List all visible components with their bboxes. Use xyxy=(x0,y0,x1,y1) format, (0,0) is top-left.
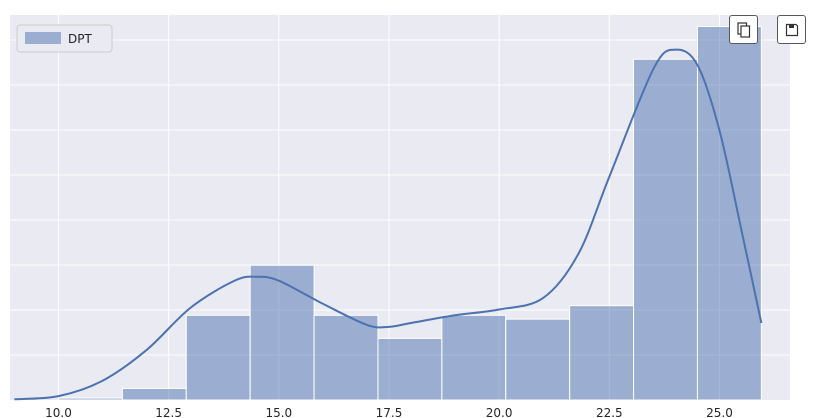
histogram-bar-6 xyxy=(441,314,507,401)
histogram-bar-10 xyxy=(696,26,762,401)
legend: DPT xyxy=(16,24,113,53)
histogram-bar-9 xyxy=(633,58,698,401)
histogram-bar-8 xyxy=(569,305,635,401)
histogram-bar-3 xyxy=(249,264,315,401)
x-tick-label-3: 17.5 xyxy=(376,406,403,418)
histogram-bar-5 xyxy=(377,337,443,401)
x-tick-label-4: 20.0 xyxy=(486,406,513,418)
copy-button[interactable] xyxy=(729,15,758,44)
histogram-bar-7 xyxy=(505,318,571,401)
histogram-bar-4 xyxy=(313,314,379,401)
x-tick-label-0: 10.0 xyxy=(45,406,72,418)
x-tick-label-2: 15.0 xyxy=(265,406,292,418)
x-tick-label-1: 12.5 xyxy=(155,406,182,418)
x-tick-label-5: 22.5 xyxy=(596,406,623,418)
histogram-bar-2 xyxy=(185,314,251,401)
x-axis-ticks: 10.0 12.5 15.0 17.5 20.0 22.5 25.0 xyxy=(45,406,733,418)
save-button[interactable] xyxy=(777,15,806,44)
histogram-bar-1 xyxy=(121,387,187,401)
legend-label-dpt: DPT xyxy=(68,32,92,46)
copy-icon xyxy=(736,21,750,38)
x-tick-label-6: 25.0 xyxy=(706,406,733,418)
kde-line xyxy=(14,48,763,401)
legend-box xyxy=(16,24,113,53)
histogram-bar-0 xyxy=(57,397,123,401)
floppy-disk-icon xyxy=(785,23,798,36)
legend-swatch-dpt xyxy=(25,32,61,44)
